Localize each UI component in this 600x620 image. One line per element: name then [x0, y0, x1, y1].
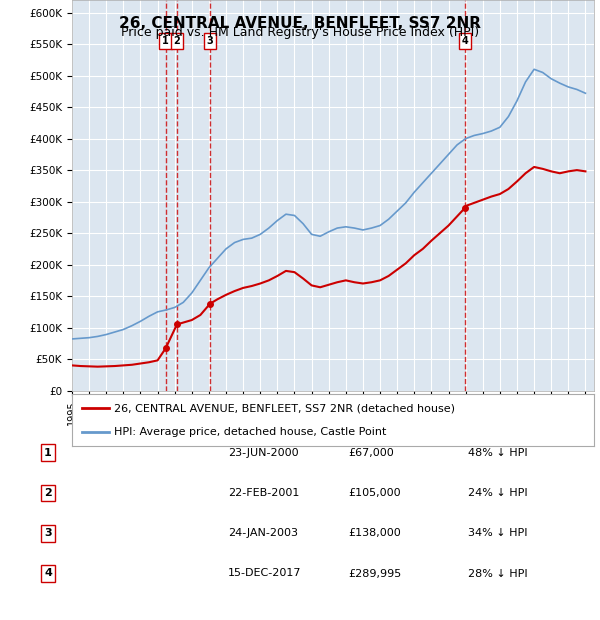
Text: 28% ↓ HPI: 28% ↓ HPI	[468, 569, 527, 578]
Text: £289,995: £289,995	[348, 569, 401, 578]
Text: 24-JAN-2003: 24-JAN-2003	[228, 528, 298, 538]
Text: 26, CENTRAL AVENUE, BENFLEET, SS7 2NR: 26, CENTRAL AVENUE, BENFLEET, SS7 2NR	[119, 16, 481, 30]
Text: 3: 3	[207, 36, 214, 46]
Text: 2: 2	[44, 488, 52, 498]
Text: 2: 2	[173, 36, 180, 46]
Text: 26, CENTRAL AVENUE, BENFLEET, SS7 2NR (detached house): 26, CENTRAL AVENUE, BENFLEET, SS7 2NR (d…	[114, 404, 455, 414]
Text: 15-DEC-2017: 15-DEC-2017	[228, 569, 302, 578]
Text: 1: 1	[44, 448, 52, 458]
Text: 48% ↓ HPI: 48% ↓ HPI	[468, 448, 527, 458]
Text: 34% ↓ HPI: 34% ↓ HPI	[468, 528, 527, 538]
Text: HPI: Average price, detached house, Castle Point: HPI: Average price, detached house, Cast…	[114, 427, 386, 436]
Text: 3: 3	[44, 528, 52, 538]
Text: 1: 1	[162, 36, 169, 46]
Text: £105,000: £105,000	[348, 488, 401, 498]
Text: 24% ↓ HPI: 24% ↓ HPI	[468, 488, 527, 498]
Text: 22-FEB-2001: 22-FEB-2001	[228, 488, 299, 498]
Text: 4: 4	[44, 569, 52, 578]
Text: £67,000: £67,000	[348, 448, 394, 458]
Text: 4: 4	[461, 36, 469, 46]
Text: £138,000: £138,000	[348, 528, 401, 538]
Text: 23-JUN-2000: 23-JUN-2000	[228, 448, 299, 458]
Text: Price paid vs. HM Land Registry's House Price Index (HPI): Price paid vs. HM Land Registry's House …	[121, 26, 479, 39]
